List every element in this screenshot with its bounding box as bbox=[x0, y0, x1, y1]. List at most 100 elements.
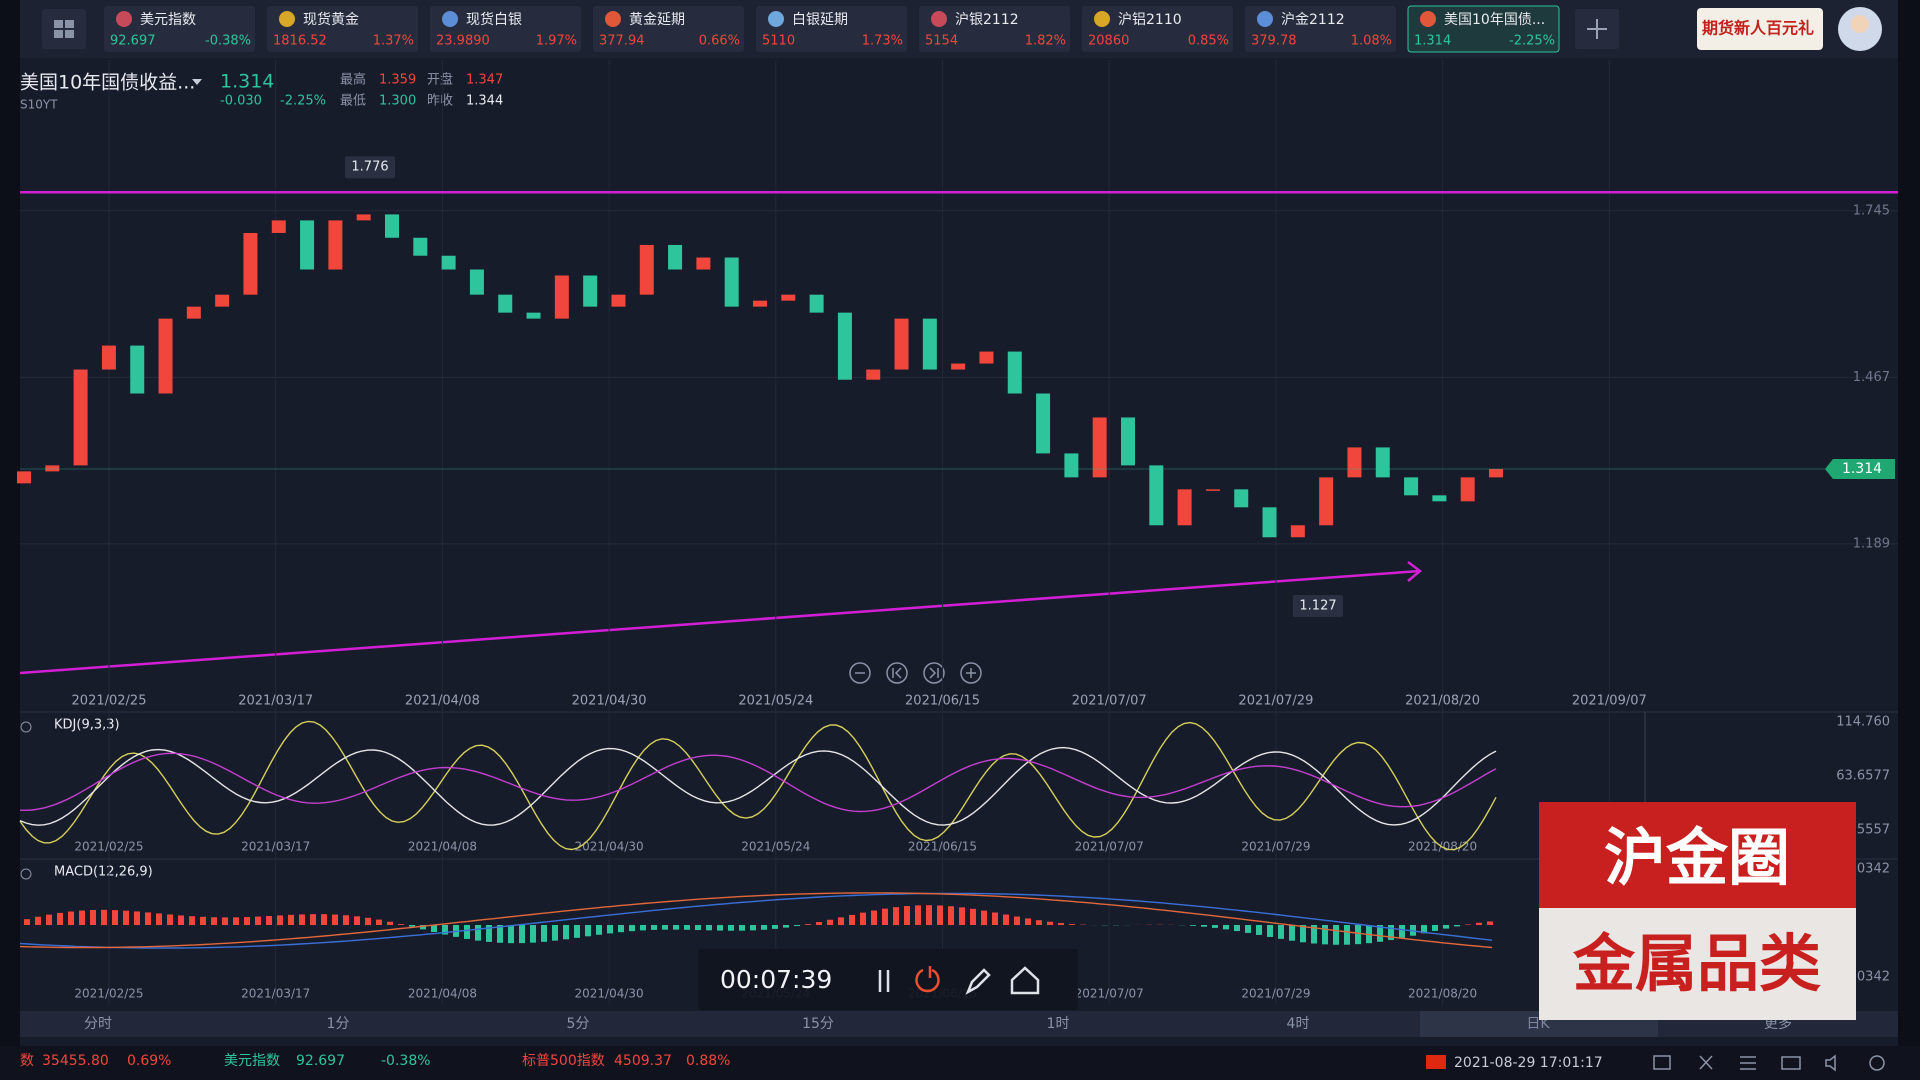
y-tick-label: 1.745 bbox=[1853, 203, 1890, 218]
macd-bar bbox=[365, 917, 371, 925]
macd-bar bbox=[376, 919, 382, 925]
watermark-line1: 沪金圈 bbox=[1604, 821, 1790, 894]
ticker-name: 沪金2112 bbox=[1281, 12, 1345, 28]
candle-body bbox=[413, 237, 428, 256]
macd-bar bbox=[860, 912, 866, 925]
ticker-tile[interactable] bbox=[1407, 5, 1560, 53]
tool-icon[interactable] bbox=[1699, 1055, 1713, 1070]
kdj-tick-label: 63.6577 bbox=[1836, 769, 1890, 784]
macd-bar bbox=[398, 924, 404, 925]
macd-bar bbox=[1399, 925, 1405, 938]
camera-icon[interactable] bbox=[1781, 1056, 1801, 1070]
candle-body bbox=[979, 351, 994, 364]
macd-bar bbox=[156, 913, 162, 925]
status-value: 35455.80 bbox=[42, 1053, 109, 1069]
status-change: 0.69% bbox=[127, 1053, 171, 1069]
macd-date-label: 2021/04/30 bbox=[575, 987, 644, 1001]
macd-bar bbox=[24, 919, 30, 925]
ticker-tile[interactable] bbox=[104, 6, 255, 52]
kdj-date-label: 2021/06/15 bbox=[908, 840, 977, 854]
macd-bar bbox=[508, 925, 514, 944]
macd-bar bbox=[1058, 922, 1064, 925]
scroll-end[interactable] bbox=[923, 662, 945, 684]
ticker-tile[interactable] bbox=[919, 6, 1070, 52]
settings-icon[interactable] bbox=[20, 721, 32, 733]
settings-icon[interactable] bbox=[20, 868, 32, 880]
macd-bar bbox=[871, 910, 877, 925]
ticker-tile[interactable] bbox=[267, 6, 418, 52]
dropdown-arrow[interactable] bbox=[192, 79, 202, 85]
macd-bar bbox=[1476, 922, 1482, 925]
status-icons bbox=[1653, 1054, 1885, 1072]
header-change-pct: -2.25% bbox=[280, 94, 326, 109]
candle-body bbox=[1347, 447, 1362, 478]
ticker-change: 0.85% bbox=[1188, 34, 1229, 49]
macd-bar bbox=[717, 925, 723, 931]
candle-body bbox=[441, 255, 456, 270]
home-button[interactable] bbox=[1010, 966, 1040, 995]
candle-body bbox=[696, 257, 711, 270]
macd-bar bbox=[486, 925, 492, 942]
zoom-out[interactable] bbox=[849, 662, 871, 684]
ticker-tile[interactable] bbox=[1082, 6, 1233, 52]
ticker-icon bbox=[1094, 11, 1110, 27]
candle-body bbox=[1404, 477, 1419, 496]
macd-bar bbox=[1234, 925, 1240, 932]
macd-line bbox=[19, 892, 1493, 949]
macd-bar bbox=[794, 925, 800, 927]
macd-bar bbox=[739, 925, 745, 931]
candle-body bbox=[1290, 525, 1305, 538]
avatar-face bbox=[1851, 15, 1869, 33]
ticker-tile[interactable] bbox=[1245, 6, 1396, 52]
macd-bar bbox=[288, 914, 294, 925]
macd-bar bbox=[475, 925, 481, 941]
macd-bar bbox=[904, 906, 910, 925]
candle-body bbox=[300, 220, 315, 270]
y-tick-label: 1.467 bbox=[1853, 370, 1890, 385]
ticker-tile[interactable] bbox=[593, 6, 744, 52]
macd-bar bbox=[1245, 925, 1251, 933]
candle-body bbox=[73, 369, 88, 466]
macd-date-label: 2021/07/29 bbox=[1241, 987, 1310, 1001]
period-tab[interactable]: 1时 bbox=[1047, 1016, 1070, 1032]
scroll-start[interactable] bbox=[886, 662, 908, 684]
pause-button[interactable] bbox=[878, 970, 890, 992]
macd-bar bbox=[332, 914, 338, 925]
candle-body bbox=[101, 345, 116, 370]
ticker-name: 黄金延期 bbox=[629, 11, 685, 28]
candle-body bbox=[1007, 351, 1022, 394]
stop-button[interactable] bbox=[915, 966, 940, 993]
period-tab[interactable]: 分时 bbox=[84, 1016, 112, 1032]
macd-date-label: 2021/08/20 bbox=[1408, 987, 1477, 1001]
period-tab[interactable]: 4时 bbox=[1287, 1016, 1310, 1032]
gear-icon[interactable] bbox=[1869, 1055, 1885, 1071]
macd-bar bbox=[816, 922, 822, 925]
kdj-date-label: 2021/05/24 bbox=[741, 840, 810, 854]
period-tab[interactable]: 15分 bbox=[802, 1016, 834, 1032]
window-icon[interactable] bbox=[1653, 1055, 1671, 1070]
plus-icon bbox=[1587, 19, 1607, 39]
ticker-price: 23.9890 bbox=[436, 34, 490, 49]
ticker-change: 1.97% bbox=[536, 34, 577, 49]
macd-bar bbox=[1322, 925, 1328, 945]
ticker-change: 1.82% bbox=[1025, 34, 1066, 49]
status-change: -0.38% bbox=[381, 1053, 431, 1069]
ticker-change: -2.25% bbox=[1509, 34, 1555, 49]
max-label: 1.776 bbox=[351, 160, 388, 175]
ticker-tile[interactable] bbox=[430, 6, 581, 52]
period-tab[interactable]: 5分 bbox=[567, 1016, 590, 1032]
ticker-tile[interactable] bbox=[756, 6, 907, 52]
x-tick-label: 2021/03/17 bbox=[238, 694, 313, 709]
ad-banner[interactable] bbox=[1697, 8, 1823, 50]
candle-body bbox=[45, 465, 60, 472]
period-tab[interactable]: 1分 bbox=[327, 1016, 350, 1032]
sound-icon[interactable] bbox=[1825, 1054, 1836, 1072]
zoom-in[interactable] bbox=[960, 662, 982, 684]
macd-bar bbox=[607, 925, 613, 934]
candle-body bbox=[753, 300, 767, 307]
macd-bar bbox=[134, 911, 140, 925]
pen-button[interactable] bbox=[965, 968, 991, 995]
menu-button[interactable] bbox=[42, 9, 86, 49]
macd-bar bbox=[574, 925, 580, 938]
list-icon[interactable] bbox=[1740, 1056, 1756, 1070]
